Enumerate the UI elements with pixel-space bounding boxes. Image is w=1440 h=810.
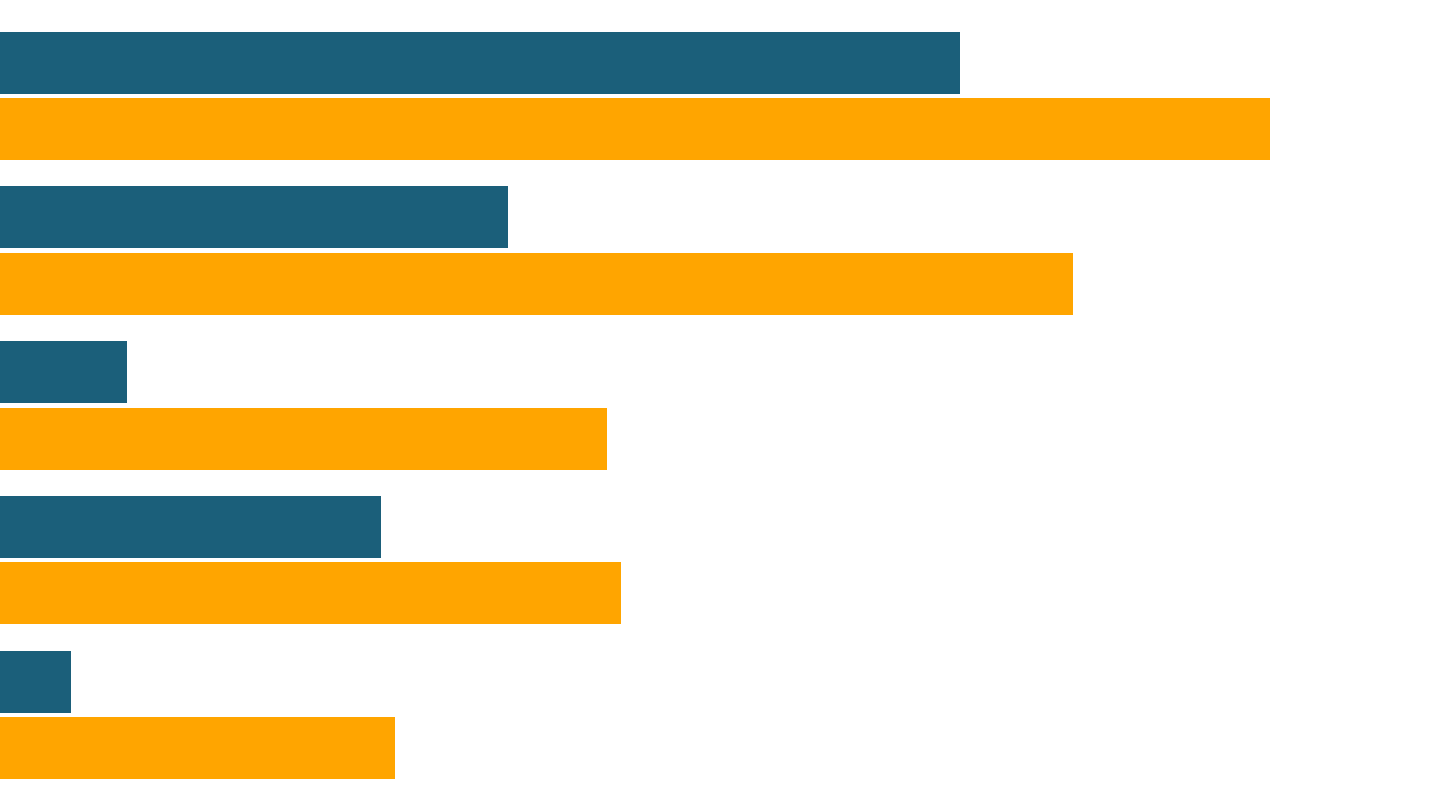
Bar xyxy=(0,32,959,94)
Bar xyxy=(0,496,382,558)
Bar xyxy=(0,717,395,779)
Bar xyxy=(0,562,621,625)
Bar xyxy=(0,650,71,713)
Bar xyxy=(0,186,508,249)
Bar xyxy=(0,98,1270,160)
Bar xyxy=(0,253,1073,315)
Bar xyxy=(0,407,606,470)
Bar xyxy=(0,341,127,403)
